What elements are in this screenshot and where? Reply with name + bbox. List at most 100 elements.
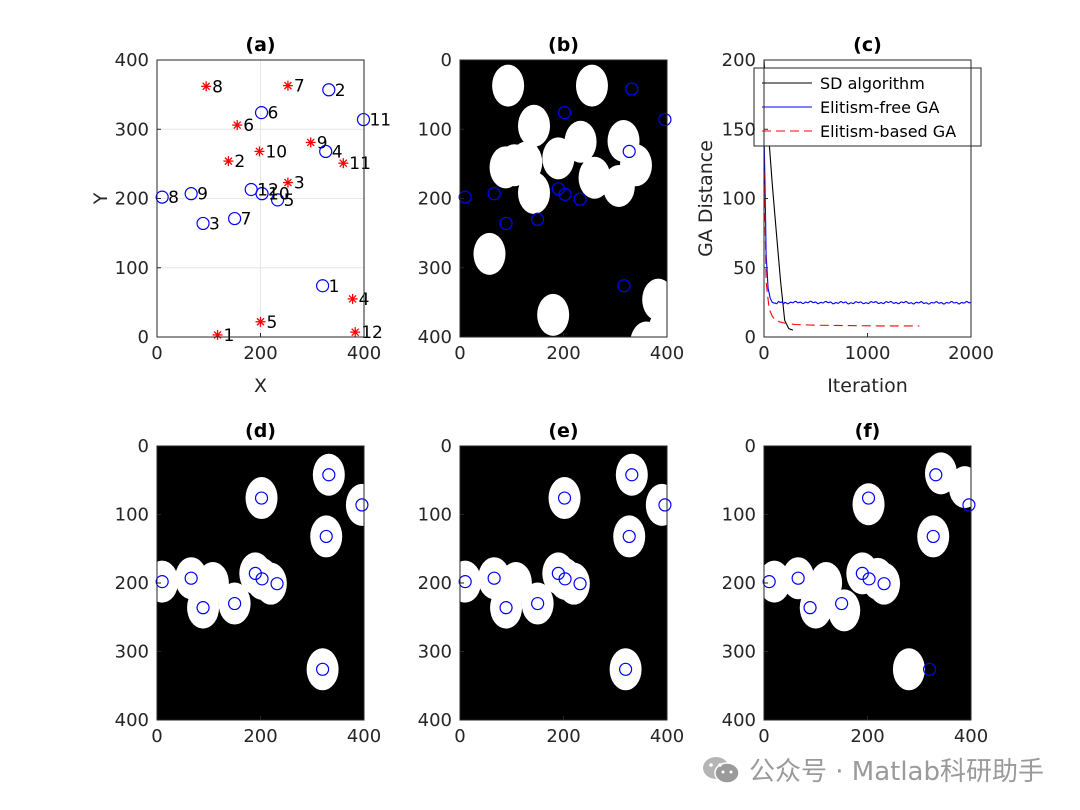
point-label: 7: [241, 210, 252, 230]
white-blob: [492, 64, 525, 107]
series-line: [764, 156, 920, 327]
white-blob: [810, 562, 843, 604]
center-marker: [558, 187, 572, 201]
x-tick-label: 0: [454, 726, 465, 747]
center-marker: [316, 662, 330, 676]
y-tick-label: 0: [138, 327, 149, 348]
white-blob: [548, 477, 581, 520]
circle-marker: [228, 211, 242, 226]
panel-title: (a): [245, 34, 275, 56]
circle-marker: [155, 190, 169, 204]
point-label: 11: [349, 154, 371, 174]
center-marker: [625, 468, 639, 482]
point-label: 5: [267, 313, 278, 333]
x-tick-label: 200: [546, 343, 580, 364]
x-tick-label: 0: [151, 343, 162, 364]
point-label: 8: [212, 77, 223, 97]
point-label: 1: [329, 277, 340, 297]
wechat-icon: [702, 756, 740, 784]
circle-marker: [356, 112, 371, 127]
y-tick-label: 100: [722, 189, 756, 210]
center-marker: [877, 577, 891, 591]
y-tick-label: 400: [418, 327, 452, 348]
blob-group: [473, 64, 667, 337]
star-marker: [305, 137, 316, 148]
blob-group: [157, 453, 364, 691]
center-marker: [658, 498, 672, 512]
y-tick-label: 150: [722, 119, 756, 140]
star-marker: [282, 80, 293, 91]
center-marker: [929, 468, 943, 482]
panel-c: SD algorithm Elitism-free GA Elitism-based…: [695, 34, 994, 397]
center-marker: [196, 601, 210, 615]
center-marker: [622, 529, 636, 544]
x-tick-label: 400: [650, 726, 684, 747]
white-blob: [575, 64, 608, 107]
white-blob: [645, 483, 667, 526]
y-tick-label: 200: [115, 189, 149, 210]
white-blob: [948, 466, 971, 509]
white-blob: [542, 137, 575, 180]
x-tick-label: 200: [243, 726, 277, 747]
center-marker: [791, 571, 805, 585]
x-tick-label: 0: [758, 726, 769, 747]
x-tick-label: 2000: [948, 343, 994, 364]
center-marker: [573, 192, 587, 206]
blob-group: [460, 453, 667, 691]
white-blob: [157, 560, 179, 603]
panel-title: (d): [245, 420, 276, 442]
x-axis-label: X: [254, 375, 267, 397]
point-label: 2: [234, 152, 245, 172]
center-marker: [487, 187, 501, 201]
y-axis-label: Y: [90, 192, 112, 205]
x-tick-label: 200: [546, 726, 580, 747]
y-tick-label: 200: [418, 189, 452, 210]
circle-marker: [196, 216, 210, 231]
point-label: 7: [294, 77, 305, 97]
center-marker: [922, 662, 937, 676]
star-marker: [350, 327, 361, 338]
center-marker: [228, 596, 242, 611]
x-tick-label: 0: [454, 343, 465, 364]
center-marker: [531, 212, 545, 226]
star-marker: [232, 120, 243, 131]
center-marker: [625, 82, 639, 96]
white-blob: [306, 648, 339, 691]
circle-marker: [244, 182, 258, 197]
center-marker: [658, 112, 672, 127]
center-marker: [255, 572, 269, 586]
watermark: 公众号 · Matlab科研助手: [701, 751, 1044, 788]
point-label: 11: [369, 111, 391, 131]
center-marker: [254, 491, 269, 505]
star-marker: [255, 316, 266, 327]
x-tick-label: 0: [758, 343, 769, 364]
point-label: 6: [243, 116, 254, 136]
star-marker: [338, 158, 349, 169]
center-marker: [499, 216, 513, 231]
y-tick-label: 100: [722, 505, 756, 526]
x-tick-label: 400: [347, 343, 381, 364]
y-tick-label: 400: [115, 50, 149, 71]
white-blob: [917, 515, 950, 558]
y-tick-label: 300: [115, 642, 149, 663]
point-label: 10: [268, 185, 290, 205]
white-blob: [518, 104, 551, 147]
x-tick-label: 400: [347, 726, 381, 747]
point-label: 3: [209, 214, 220, 234]
y-axis-label: GA Distance: [695, 140, 717, 257]
white-blob: [473, 232, 506, 275]
white-blob: [868, 562, 901, 605]
center-marker: [458, 190, 472, 204]
point-label: 8: [168, 188, 179, 208]
center-marker: [962, 498, 976, 512]
white-blob: [609, 648, 642, 691]
x-tick-label: 400: [650, 343, 684, 364]
center-marker: [622, 144, 636, 159]
y-tick-label: 300: [115, 119, 149, 140]
point-label: 4: [332, 142, 343, 162]
point-label: 5: [284, 191, 295, 211]
